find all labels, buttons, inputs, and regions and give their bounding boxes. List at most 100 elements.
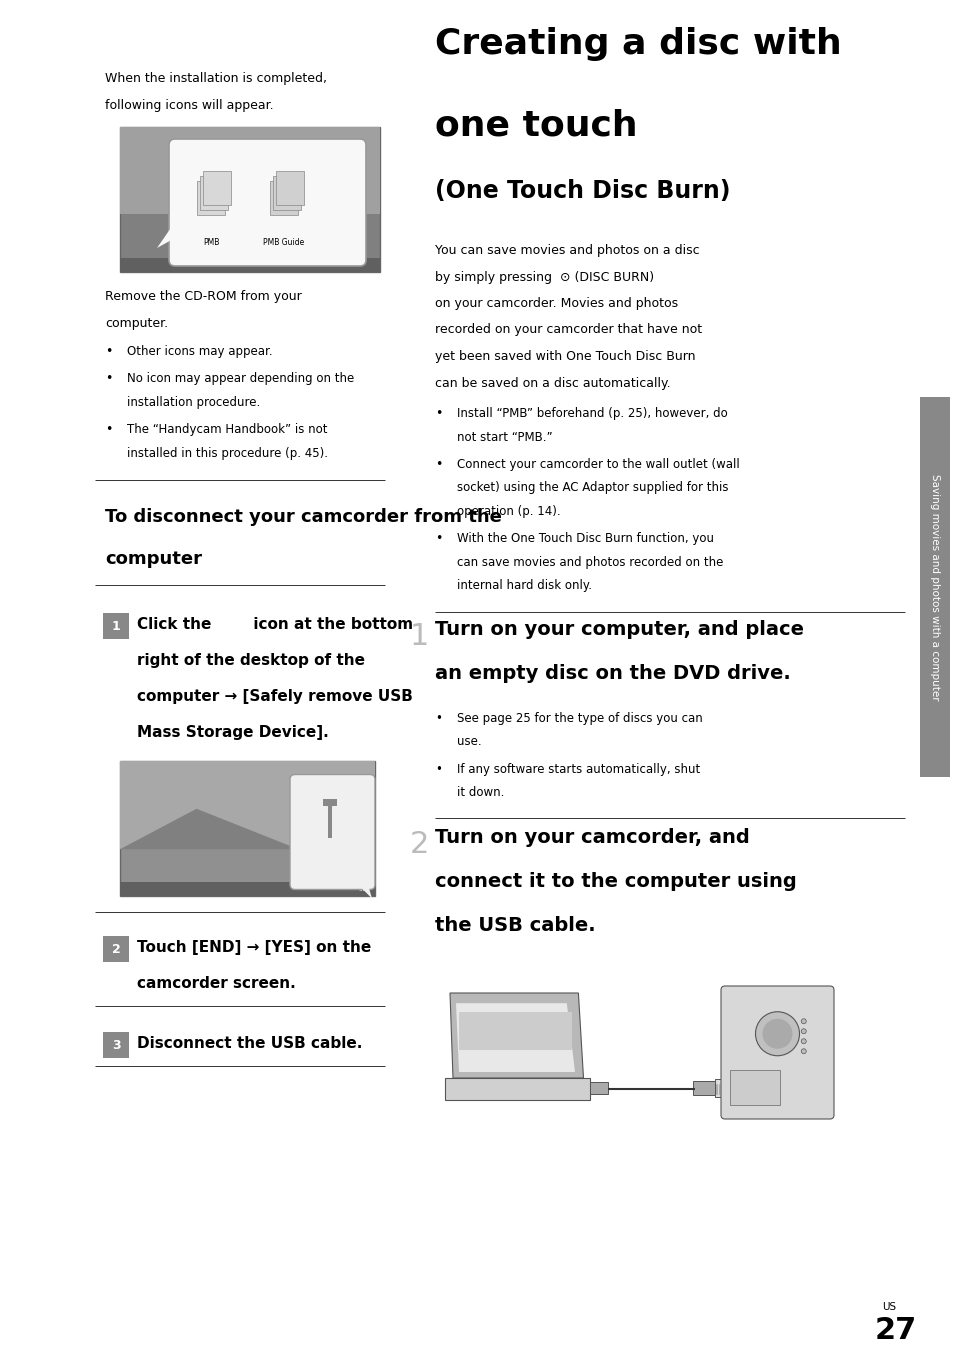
Text: ...: ... — [358, 886, 365, 893]
Bar — [120, 258, 379, 271]
Text: can be saved on a disc automatically.: can be saved on a disc automatically. — [435, 376, 670, 389]
Text: 3: 3 — [112, 1039, 120, 1052]
Text: an empty disc on the DVD drive.: an empty disc on the DVD drive. — [435, 664, 790, 683]
Bar — [919, 398, 949, 778]
Text: recorded on your camcorder that have not: recorded on your camcorder that have not — [435, 323, 701, 337]
Bar — [322, 799, 336, 806]
Circle shape — [801, 1038, 805, 1044]
Text: PMB: PMB — [203, 237, 219, 247]
Text: one touch: one touch — [435, 109, 637, 142]
Text: •: • — [435, 712, 441, 725]
Text: Mass Storage Device].: Mass Storage Device]. — [137, 726, 329, 741]
Bar — [103, 613, 129, 639]
Bar — [270, 180, 297, 214]
Text: the USB cable.: the USB cable. — [435, 916, 595, 935]
Text: computer.: computer. — [105, 318, 168, 330]
Text: internal hard disk only.: internal hard disk only. — [456, 579, 592, 593]
Text: When the installation is completed,: When the installation is completed, — [105, 72, 327, 85]
Text: With the One Touch Disc Burn function, you: With the One Touch Disc Burn function, y… — [456, 532, 713, 546]
Text: operation (p. 14).: operation (p. 14). — [456, 505, 560, 518]
Text: it down.: it down. — [456, 787, 504, 799]
Bar — [120, 761, 375, 897]
Bar — [196, 180, 225, 214]
Text: 2: 2 — [410, 830, 429, 859]
Bar — [103, 936, 129, 962]
FancyBboxPatch shape — [169, 138, 366, 266]
Text: computer: computer — [105, 551, 202, 569]
Text: socket) using the AC Adaptor supplied for this: socket) using the AC Adaptor supplied fo… — [456, 482, 728, 494]
Polygon shape — [120, 809, 375, 849]
Text: can save movies and photos recorded on the: can save movies and photos recorded on t… — [456, 556, 722, 569]
Text: PMB Guide: PMB Guide — [263, 237, 304, 247]
Circle shape — [755, 1012, 799, 1056]
Bar — [444, 1077, 589, 1101]
Bar — [275, 171, 304, 205]
Text: Touch [END] → [YES] on the: Touch [END] → [YES] on the — [137, 940, 371, 955]
Bar — [729, 1071, 780, 1105]
Text: Install “PMB” beforehand (p. 25), however, do: Install “PMB” beforehand (p. 25), howeve… — [456, 407, 727, 421]
Circle shape — [801, 1049, 805, 1054]
Text: by simply pressing  ⊙ (DISC BURN): by simply pressing ⊙ (DISC BURN) — [435, 270, 654, 284]
Text: To disconnect your camcorder from the: To disconnect your camcorder from the — [105, 509, 501, 527]
Text: Saving movies and photos with a computer: Saving movies and photos with a computer — [929, 474, 939, 700]
Bar — [714, 1079, 722, 1096]
Bar — [120, 128, 379, 214]
Text: •: • — [105, 373, 112, 385]
Bar — [120, 128, 379, 271]
Text: Remove the CD-ROM from your: Remove the CD-ROM from your — [105, 290, 301, 303]
Text: Click the        icon at the bottom: Click the icon at the bottom — [137, 617, 413, 632]
Text: •: • — [435, 532, 442, 546]
Text: US: US — [882, 1301, 895, 1312]
Bar — [458, 1012, 572, 1050]
Text: installation procedure.: installation procedure. — [127, 396, 260, 408]
Polygon shape — [450, 993, 583, 1077]
Bar — [589, 1082, 607, 1094]
Text: You can save movies and photos on a disc: You can save movies and photos on a disc — [435, 244, 699, 256]
Text: Disconnect the USB cable.: Disconnect the USB cable. — [137, 1037, 362, 1052]
Text: following icons will appear.: following icons will appear. — [105, 99, 274, 113]
Text: Creating a disc with: Creating a disc with — [435, 27, 841, 61]
Text: 1: 1 — [112, 620, 120, 632]
Text: installed in this procedure (p. 45).: installed in this procedure (p. 45). — [127, 446, 328, 460]
Circle shape — [801, 1029, 805, 1034]
Text: camcorder screen.: camcorder screen. — [137, 977, 295, 992]
Bar — [327, 803, 331, 837]
Text: use.: use. — [456, 735, 481, 749]
Text: If any software starts automatically, shut: If any software starts automatically, sh… — [456, 763, 700, 776]
Text: •: • — [435, 763, 441, 776]
Bar — [120, 882, 375, 897]
FancyBboxPatch shape — [720, 987, 833, 1120]
Text: Connect your camcorder to the wall outlet (wall: Connect your camcorder to the wall outle… — [456, 459, 739, 471]
Bar — [203, 171, 231, 205]
Text: 2: 2 — [112, 943, 120, 955]
FancyBboxPatch shape — [290, 775, 375, 889]
Bar — [692, 1082, 714, 1095]
Bar — [200, 176, 228, 210]
Polygon shape — [157, 223, 174, 248]
Text: connect it to the computer using: connect it to the computer using — [435, 873, 796, 892]
Text: right of the desktop of the: right of the desktop of the — [137, 654, 365, 669]
Text: •: • — [435, 459, 442, 471]
Text: not start “PMB.”: not start “PMB.” — [456, 430, 552, 444]
Text: (One Touch Disc Burn): (One Touch Disc Burn) — [435, 179, 730, 204]
Text: See page 25 for the type of discs you can: See page 25 for the type of discs you ca… — [456, 712, 702, 725]
Text: •: • — [435, 407, 442, 421]
Text: Turn on your computer, and place: Turn on your computer, and place — [435, 620, 803, 639]
Text: Turn on your camcorder, and: Turn on your camcorder, and — [435, 828, 749, 847]
Bar — [103, 1033, 129, 1058]
Text: •: • — [105, 345, 112, 358]
Bar — [120, 761, 375, 849]
Polygon shape — [456, 1003, 575, 1072]
Text: The “Handycam Handbook” is not: The “Handycam Handbook” is not — [127, 423, 327, 437]
Text: Other icons may appear.: Other icons may appear. — [127, 345, 273, 358]
Circle shape — [801, 1019, 805, 1023]
Text: yet been saved with One Touch Disc Burn: yet been saved with One Touch Disc Burn — [435, 350, 695, 364]
Text: 1: 1 — [410, 622, 429, 651]
Text: computer → [Safely remove USB: computer → [Safely remove USB — [137, 689, 413, 704]
Text: •: • — [105, 423, 112, 437]
Polygon shape — [357, 885, 372, 898]
Text: No icon may appear depending on the: No icon may appear depending on the — [127, 373, 354, 385]
Text: 27: 27 — [874, 1316, 916, 1345]
Circle shape — [761, 1019, 792, 1049]
Bar — [273, 176, 301, 210]
